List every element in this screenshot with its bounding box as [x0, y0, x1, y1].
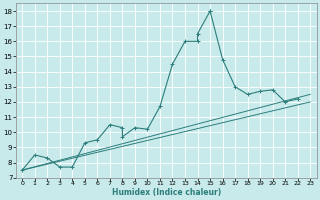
- X-axis label: Humidex (Indice chaleur): Humidex (Indice chaleur): [112, 188, 221, 197]
